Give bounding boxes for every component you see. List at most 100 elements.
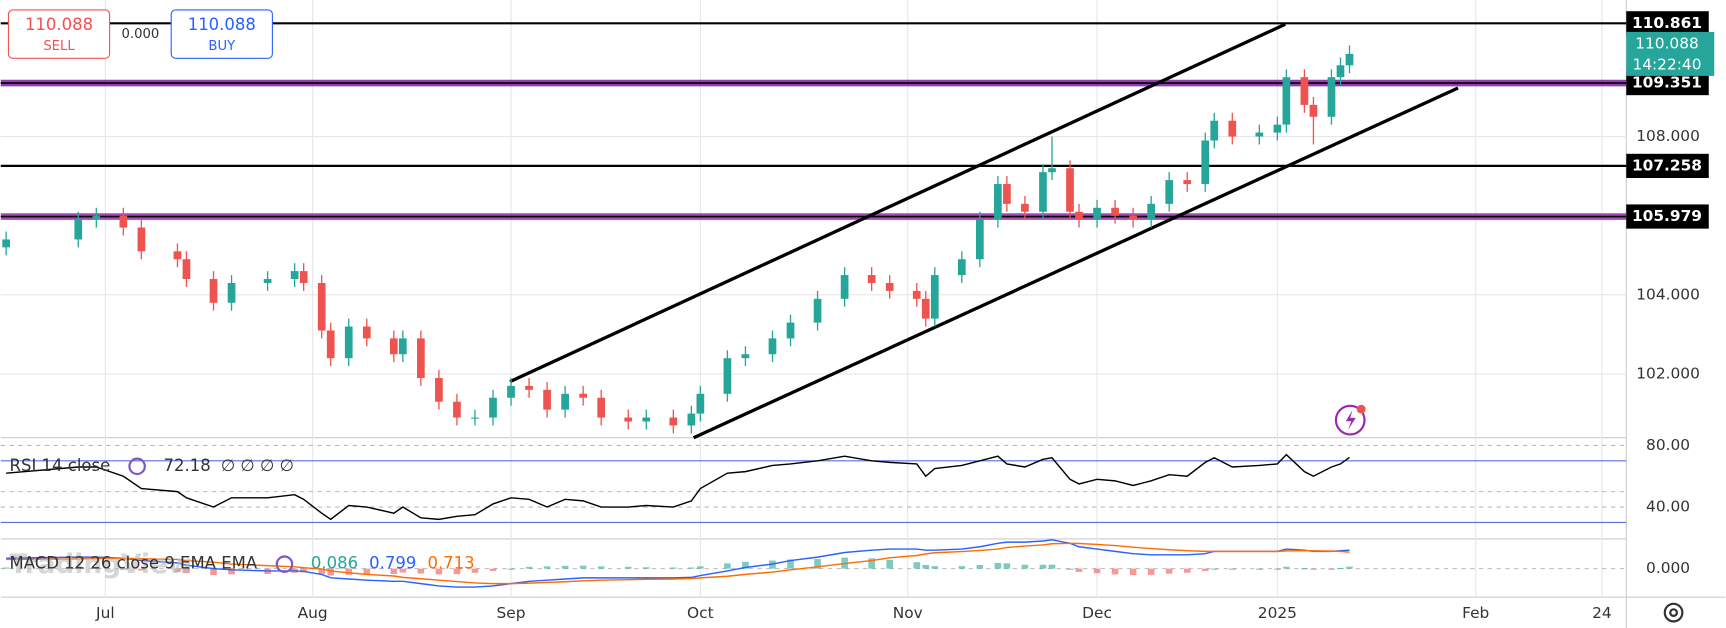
indicator-icon: [275, 555, 294, 574]
histogram-bar: [1201, 568, 1209, 571]
histogram-bar: [1274, 568, 1281, 570]
candle-body: [344, 326, 353, 359]
y-tick-label: 0.000: [1646, 559, 1690, 577]
buy-button[interactable]: [170, 9, 273, 59]
candle-body: [326, 330, 335, 359]
histogram-bar: [1256, 568, 1263, 570]
sell-button[interactable]: [7, 9, 111, 59]
histogram-bar: [976, 564, 984, 569]
y-tick-label: 108.000: [1636, 127, 1700, 145]
candle-body: [227, 282, 236, 303]
indicator-icon: [128, 457, 146, 476]
candle-body: [417, 338, 425, 378]
candle-body: [209, 279, 218, 303]
candle-body: [1147, 203, 1155, 220]
x-tick-label: 24: [1592, 604, 1612, 622]
histogram-bar: [579, 565, 587, 569]
sell-label: SELL: [43, 39, 75, 54]
histogram-bar: [327, 568, 335, 576]
buy-price: 110.088: [188, 15, 256, 34]
histogram-bar: [543, 566, 551, 569]
candle-body: [1075, 211, 1083, 220]
candle-body: [299, 271, 308, 283]
histogram-bar: [1021, 564, 1029, 569]
histogram-bar: [642, 567, 650, 569]
histogram-bar: [471, 568, 479, 573]
candle-body: [741, 354, 750, 359]
settings-icon[interactable]: [1663, 602, 1684, 623]
histogram-bar: [1039, 564, 1047, 569]
histogram-bar: [74, 566, 82, 569]
level-label: 110.861: [1632, 14, 1702, 32]
histogram-bar: [697, 566, 704, 569]
level-label-box: [1626, 153, 1709, 179]
alert-icon[interactable]: [1334, 404, 1366, 436]
candle-body: [885, 282, 894, 291]
histogram-bar: [624, 566, 632, 569]
histogram-bar: [1111, 568, 1119, 575]
candle-body: [669, 417, 678, 426]
candle-body: [975, 219, 984, 260]
histogram-bar: [1301, 568, 1308, 570]
y-tick-label: 104.000: [1636, 285, 1700, 303]
candle-body: [1282, 77, 1291, 125]
candle-body: [1021, 203, 1029, 212]
level-label: 105.979: [1632, 207, 1702, 225]
candle-body: [867, 275, 876, 283]
histogram-bar: [958, 566, 966, 569]
macd-line: [6, 542, 1350, 585]
level-label-box: [1626, 204, 1709, 229]
indicator-value: 0.799: [369, 554, 416, 573]
alert-bolt: [1345, 410, 1356, 431]
x-tick-label: Nov: [893, 604, 923, 622]
histogram-bar: [670, 567, 677, 569]
alert-circle: [1334, 404, 1366, 436]
histogram-bar: [994, 562, 1002, 569]
histogram-bar: [1346, 566, 1353, 569]
candle-body: [1201, 140, 1210, 185]
histogram-bar: [922, 564, 930, 569]
histogram-bar: [435, 568, 443, 575]
histogram-bar: [120, 568, 127, 570]
candle-body: [768, 338, 777, 355]
histogram-bar: [489, 568, 497, 571]
spread: 0.000: [122, 27, 160, 42]
histogram-bar: [399, 568, 407, 573]
candle-body: [543, 389, 551, 410]
candle-body: [1093, 207, 1101, 220]
candle-body: [642, 417, 651, 422]
histogram-bar: [93, 567, 100, 569]
histogram-bar: [1093, 568, 1101, 574]
histogram-bar: [742, 561, 749, 569]
histogram-bar: [174, 568, 181, 573]
level-label-box: [1626, 11, 1709, 36]
histogram-bar: [724, 563, 731, 569]
histogram-bar: [787, 559, 794, 569]
histogram-bar: [931, 566, 939, 569]
histogram-bar: [886, 559, 893, 569]
candle-body: [1309, 104, 1318, 117]
candle-body: [1111, 207, 1119, 216]
candle-body: [1273, 124, 1282, 133]
histogram-bar: [814, 558, 821, 569]
trade-widget[interactable]: 110.088 SELL 0.000 110.088 BUY: [7, 9, 273, 59]
macd-line: [6, 539, 1350, 588]
x-tick-label: Feb: [1462, 604, 1489, 622]
candle-body: [1129, 215, 1137, 220]
indicator-value: 0.713: [427, 554, 474, 573]
histogram-bar: [913, 562, 921, 569]
candle-body: [957, 259, 966, 276]
x-tick-label: Sep: [497, 604, 526, 622]
y-tick-label: 40.00: [1646, 498, 1690, 516]
candle-body: [723, 358, 732, 394]
histogram-bar: [1310, 568, 1317, 570]
indicator-title: MACD 12 26 close 9 EMA EMA: [10, 554, 258, 573]
histogram-bar: [210, 568, 217, 576]
histogram-bar: [561, 565, 569, 569]
candle-body: [435, 377, 443, 402]
buy-label: BUY: [208, 39, 236, 54]
x-tick-label: Oct: [687, 604, 714, 622]
candle-body: [1327, 77, 1336, 117]
